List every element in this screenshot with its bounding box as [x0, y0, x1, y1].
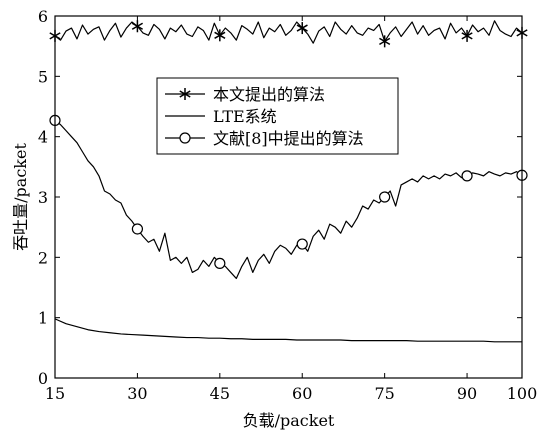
series-1-point — [461, 29, 473, 42]
y-tick-label: 4 — [38, 128, 48, 147]
series-1-point — [131, 20, 144, 33]
y-tick-label: 0 — [38, 369, 48, 388]
series-3-point — [296, 238, 308, 250]
x-tick-label: 60 — [292, 384, 312, 403]
series-1-point — [214, 29, 226, 42]
x-tick-label: 90 — [457, 384, 477, 403]
series-1 — [49, 20, 528, 48]
series-3-point — [379, 191, 391, 203]
series-3-point — [131, 223, 144, 235]
y-axis-label: 吞吐量/packet — [11, 143, 30, 251]
y-tick-label: 6 — [38, 7, 48, 26]
legend-label-1: 本文提出的算法 — [213, 85, 325, 104]
series-2 — [54, 318, 522, 343]
legend-label-2: LTE系统 — [213, 107, 277, 126]
y-tick-label: 5 — [38, 67, 48, 86]
x-tick-label: 15 — [45, 384, 65, 403]
series-1-point — [379, 35, 391, 48]
x-tick-label: 45 — [210, 384, 230, 403]
x-tick-label: 75 — [374, 384, 394, 403]
x-tick-label: 30 — [127, 384, 147, 403]
series-1-line — [54, 20, 523, 44]
y-tick-label: 1 — [38, 309, 48, 328]
series-3-line — [54, 119, 523, 280]
series-2-line — [54, 318, 522, 343]
x-axis-label: 负载/packet — [243, 411, 335, 430]
legend-marker-3 — [179, 132, 191, 144]
plot-area — [49, 20, 528, 343]
y-tick-label: 3 — [38, 188, 48, 207]
legend-label-3: 文献[8]中提出的算法 — [213, 129, 364, 148]
x-tick-label: 100 — [507, 384, 538, 403]
y-tick-label: 2 — [38, 248, 48, 267]
legend-marker-1 — [179, 88, 191, 100]
series-3-point — [214, 257, 226, 269]
series-3-point — [461, 170, 473, 182]
series-1-point — [296, 22, 308, 35]
